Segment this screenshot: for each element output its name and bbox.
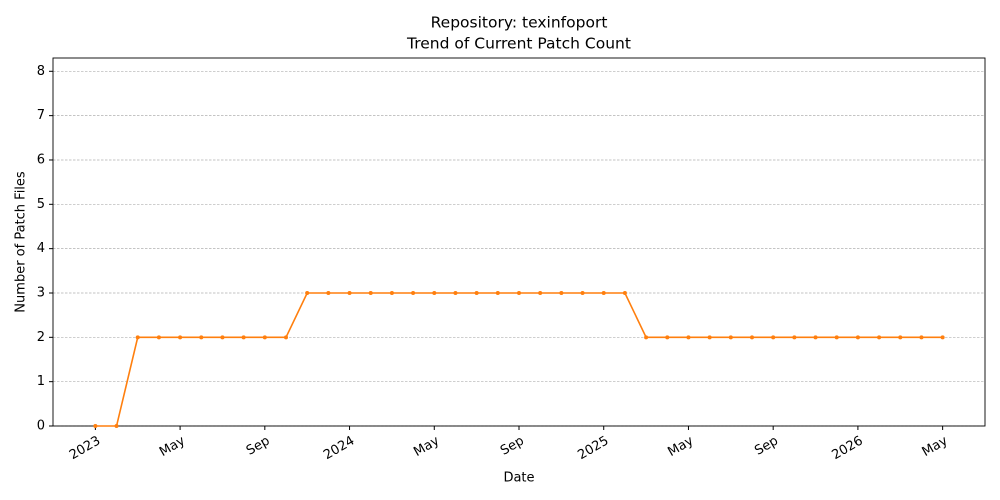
point (750, 335, 754, 340)
point (771, 335, 776, 340)
point (792, 335, 797, 340)
y-tick-label: 7 (37, 108, 45, 123)
point (411, 290, 416, 295)
x-tick-label: 2024 (321, 434, 357, 464)
x-tick-label: Sep (752, 434, 781, 459)
point (728, 335, 733, 340)
point (135, 335, 140, 340)
y-tick-label: 2 (37, 330, 45, 345)
x-tick-label: 2023 (67, 434, 103, 464)
y-tick-label: 6 (37, 152, 45, 167)
y-axis-label: Number of Patch Files (14, 171, 29, 313)
point (622, 290, 627, 295)
x-tick-label: May (665, 433, 696, 460)
point (389, 290, 394, 295)
y-tick-label: 5 (37, 197, 45, 212)
x-tick-label: May (157, 433, 188, 460)
point (326, 290, 331, 295)
point (474, 290, 479, 295)
point (305, 290, 310, 295)
point (601, 290, 606, 295)
point (93, 424, 98, 428)
point (834, 335, 839, 340)
plot-frame (52, 57, 986, 427)
line (95, 292, 943, 427)
point (114, 424, 119, 428)
point (453, 290, 458, 295)
x-tick-label: Sep (244, 434, 273, 459)
x-tick-label: May (920, 433, 951, 460)
y-tick-label: 3 (37, 285, 45, 300)
point (644, 335, 649, 340)
point (517, 290, 521, 295)
point (220, 335, 225, 340)
point (241, 335, 246, 340)
x-tick-label: May (411, 433, 442, 460)
point (559, 290, 564, 295)
point (432, 290, 437, 295)
point (665, 335, 670, 340)
point (898, 335, 903, 340)
point (284, 335, 288, 340)
point (580, 290, 585, 295)
y-tick-label: 8 (37, 64, 45, 79)
y-tick-label: 4 (37, 241, 45, 256)
chart-subtitle: Trend of Current Patch Count (406, 35, 631, 53)
point (940, 335, 945, 340)
point (178, 335, 183, 340)
x-tick-label: Sep (498, 434, 527, 459)
point (686, 335, 691, 340)
point (262, 335, 267, 340)
point (495, 290, 500, 295)
point (855, 335, 860, 340)
point (813, 335, 818, 340)
point (347, 290, 352, 295)
point (877, 335, 882, 340)
point (199, 335, 204, 340)
x-tick-label: 2025 (575, 434, 611, 464)
x-tick-label: 2026 (829, 434, 865, 464)
y-tick-label: 1 (37, 374, 45, 389)
y-tick-label: 0 (37, 419, 45, 434)
x-axis-label: Date (503, 471, 534, 486)
point (919, 335, 924, 340)
point (368, 290, 373, 295)
point (538, 290, 543, 295)
chart-title: Repository: texinfoport (431, 14, 608, 32)
point (156, 335, 161, 340)
point (707, 335, 712, 340)
